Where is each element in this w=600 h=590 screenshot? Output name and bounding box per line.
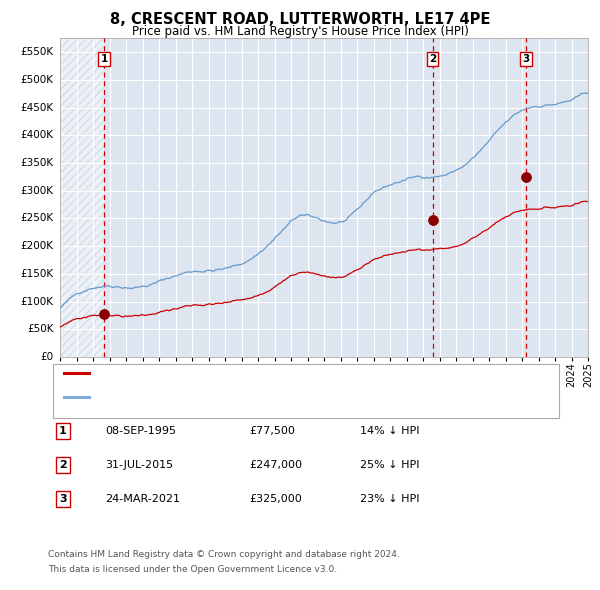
Text: HPI: Average price, detached house, Harborough: HPI: Average price, detached house, Harb… [95,392,350,402]
Text: 3: 3 [59,494,67,504]
Text: £450K: £450K [20,103,53,113]
Text: £77,500: £77,500 [249,426,295,435]
Text: £400K: £400K [20,130,53,140]
Text: £550K: £550K [20,47,53,57]
Text: £325,000: £325,000 [249,494,302,504]
Text: 2: 2 [59,460,67,470]
Text: £500K: £500K [20,75,53,85]
Point [428,215,437,225]
Bar [60,38,104,357]
Text: 1: 1 [101,54,108,64]
Text: 23% ↓ HPI: 23% ↓ HPI [360,494,419,504]
Point [521,172,530,182]
Text: 8, CRESCENT ROAD, LUTTERWORTH, LE17 4PE (detached house): 8, CRESCENT ROAD, LUTTERWORTH, LE17 4PE … [95,369,431,378]
Text: £250K: £250K [20,214,53,224]
Text: Price paid vs. HM Land Registry's House Price Index (HPI): Price paid vs. HM Land Registry's House … [131,25,469,38]
Text: £200K: £200K [20,241,53,251]
Text: £300K: £300K [20,186,53,196]
Text: £350K: £350K [20,158,53,168]
Text: 08-SEP-1995: 08-SEP-1995 [105,426,176,435]
Text: 8, CRESCENT ROAD, LUTTERWORTH, LE17 4PE: 8, CRESCENT ROAD, LUTTERWORTH, LE17 4PE [110,12,490,27]
Text: £247,000: £247,000 [249,460,302,470]
Text: £50K: £50K [27,324,53,335]
Text: 14% ↓ HPI: 14% ↓ HPI [360,426,419,435]
Text: 31-JUL-2015: 31-JUL-2015 [105,460,173,470]
Text: £100K: £100K [20,297,53,307]
Text: £150K: £150K [20,269,53,279]
Text: Contains HM Land Registry data © Crown copyright and database right 2024.: Contains HM Land Registry data © Crown c… [48,550,400,559]
Text: 2: 2 [429,54,436,64]
Text: 1: 1 [59,426,67,435]
Text: 25% ↓ HPI: 25% ↓ HPI [360,460,419,470]
Text: This data is licensed under the Open Government Licence v3.0.: This data is licensed under the Open Gov… [48,565,337,574]
Text: 3: 3 [522,54,529,64]
Point [100,309,109,319]
Text: 24-MAR-2021: 24-MAR-2021 [105,494,180,504]
Text: £0: £0 [41,352,53,362]
